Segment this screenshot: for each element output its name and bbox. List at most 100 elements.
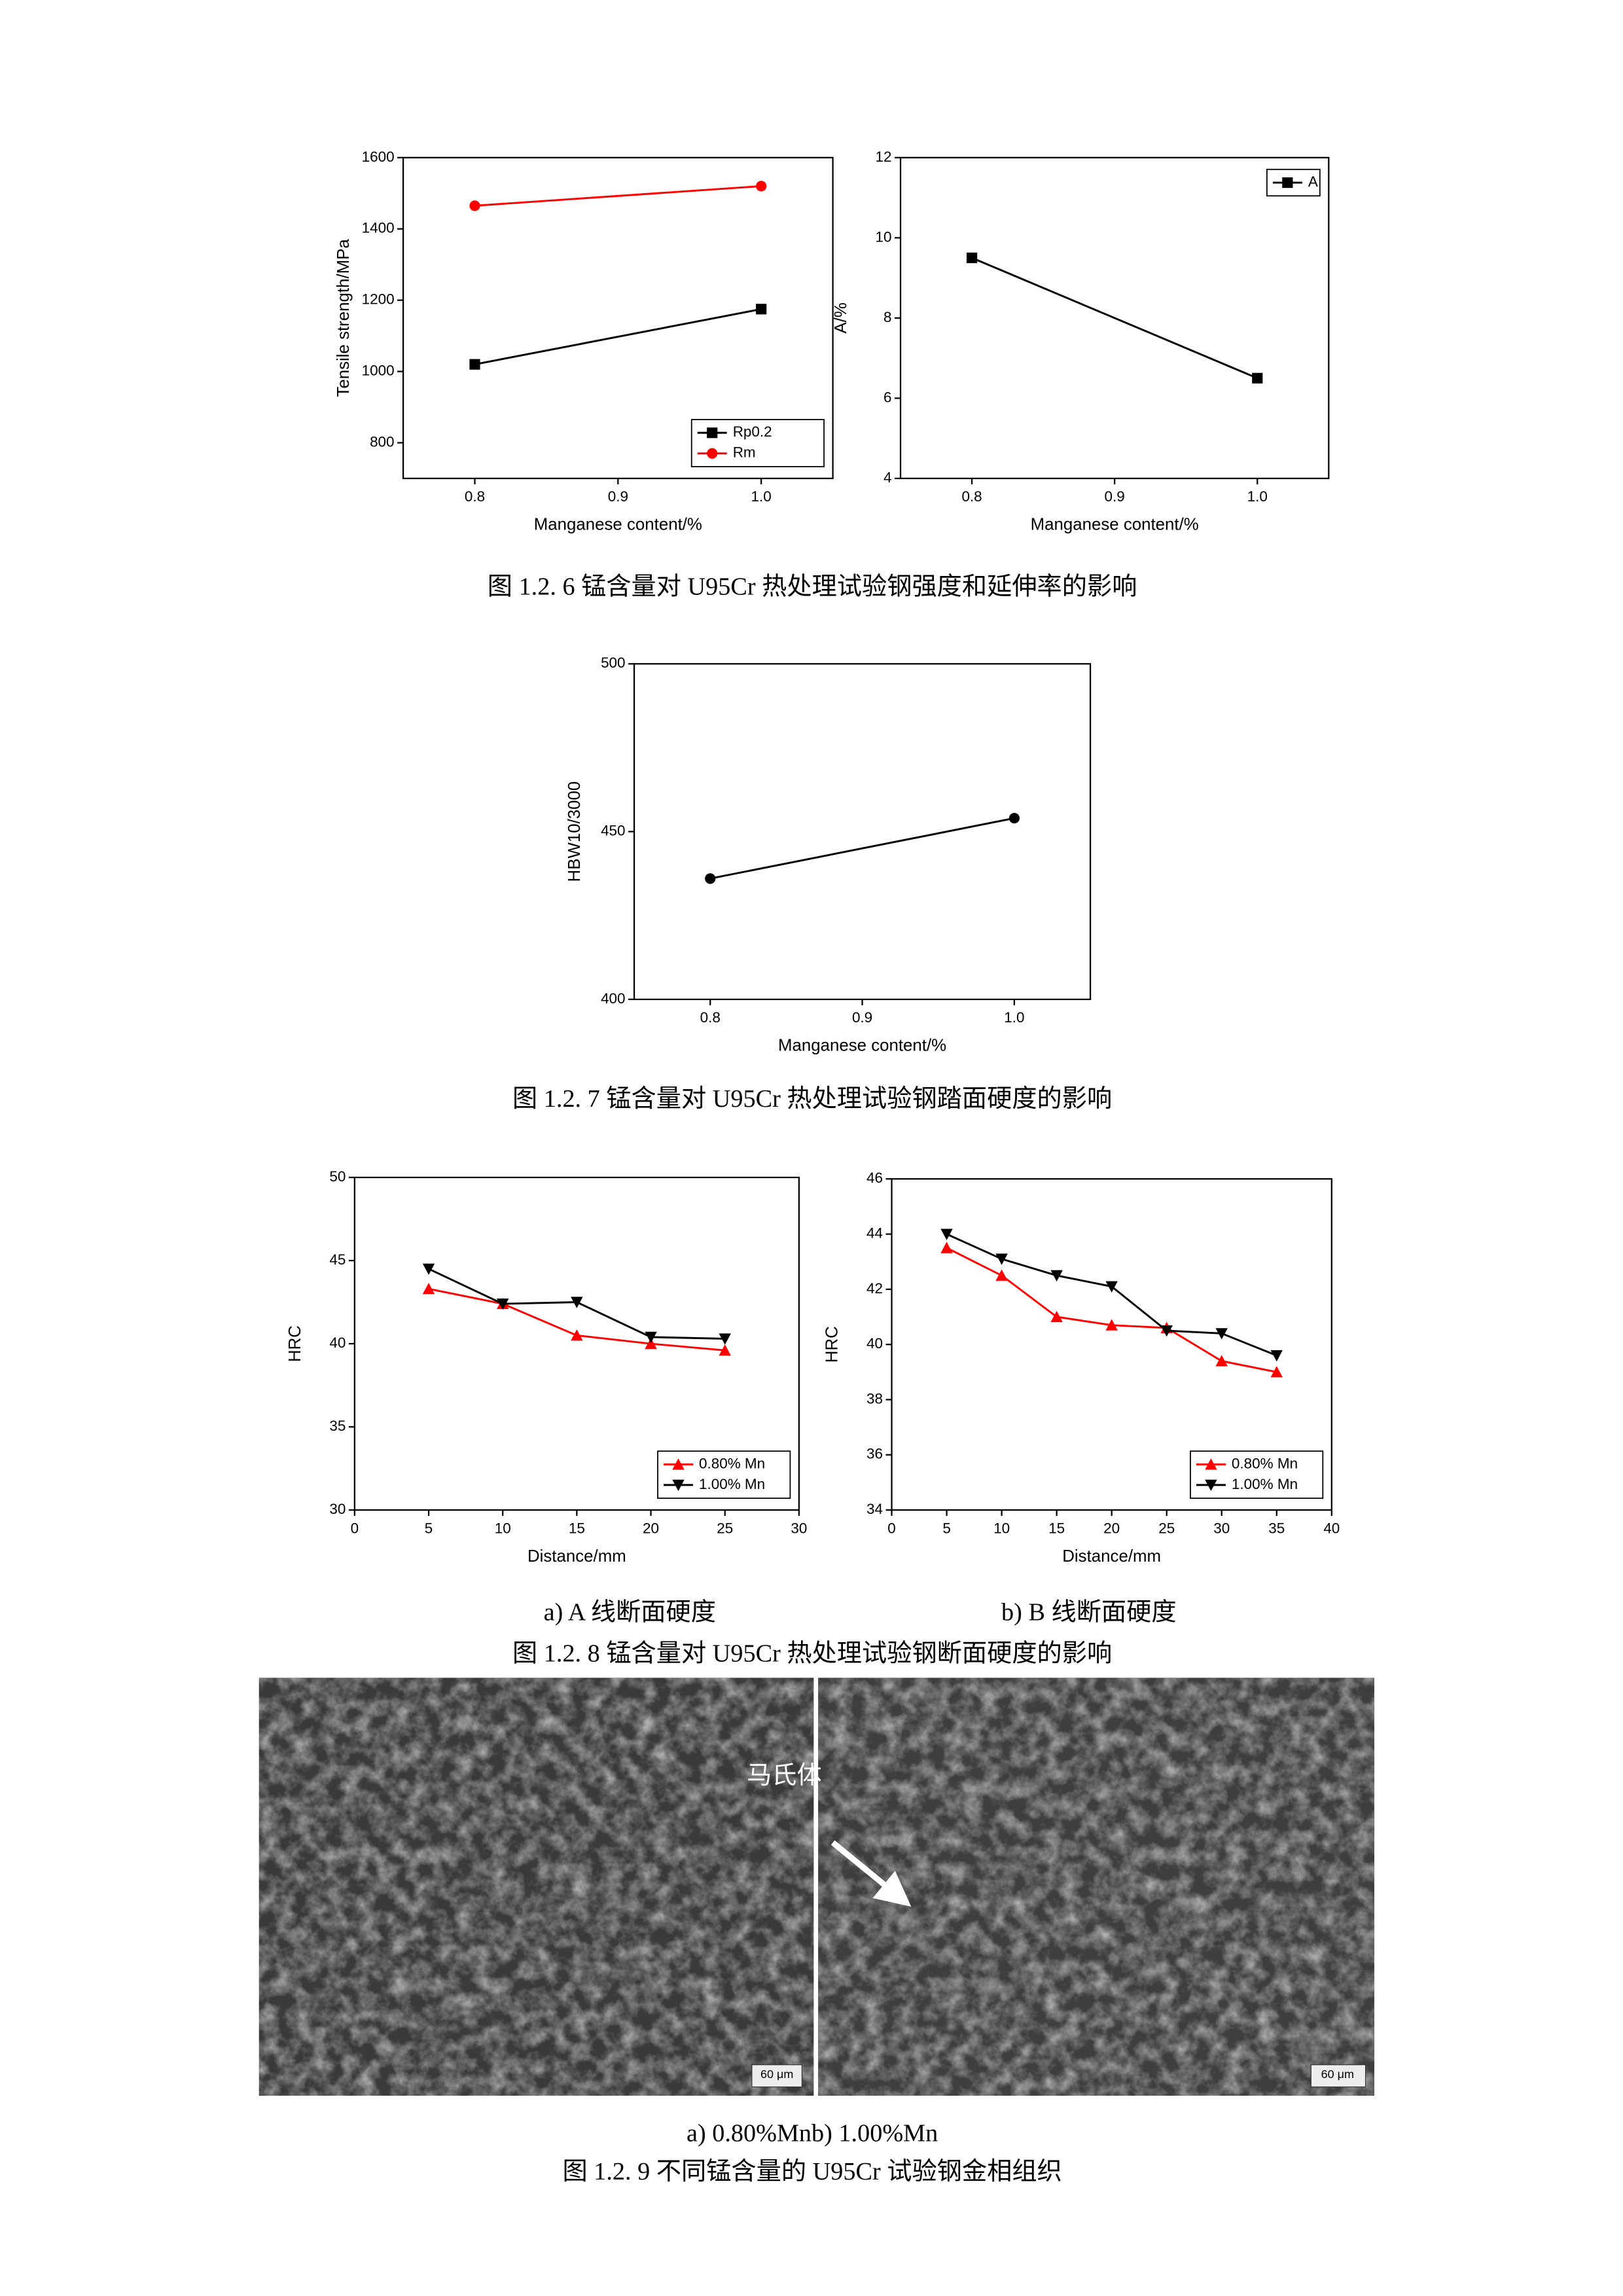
legend-label: Rm: [733, 444, 756, 461]
x-tick-label: 40: [1323, 1520, 1340, 1536]
marker: [1205, 1458, 1217, 1470]
marker: [1008, 812, 1020, 824]
figure-caption: 图 1.2. 8 锰含量对 U95Cr 热处理试验钢断面硬度的影响: [512, 1639, 1112, 1667]
y-tick-label: 10: [876, 228, 892, 245]
x-tick-label: 10: [495, 1520, 511, 1536]
marker: [469, 200, 480, 211]
x-axis-label: Distance/mm: [1062, 1547, 1161, 1566]
y-tick-label: 30: [329, 1501, 346, 1517]
x-axis-label: Manganese content/%: [534, 516, 702, 534]
legend-label: 0.80% Mn: [699, 1455, 765, 1471]
y-tick-label: 6: [883, 389, 892, 405]
y-tick-label: 40: [866, 1335, 883, 1352]
marker: [707, 427, 718, 439]
marker: [1050, 1270, 1063, 1282]
marker: [707, 448, 718, 459]
micrograph: [259, 1677, 1375, 2096]
subcaption: b) B 线断面硬度: [1001, 1598, 1177, 1626]
y-tick-label: 44: [866, 1225, 883, 1241]
x-tick-label: 15: [1048, 1520, 1065, 1536]
figure-caption: 图 1.2. 9 不同锰含量的 U95Cr 试验钢金相组织: [562, 2157, 1061, 2185]
plot-frame: [633, 663, 1092, 1001]
marker: [719, 1344, 731, 1356]
marker: [496, 1298, 509, 1310]
x-tick-label: 30: [791, 1520, 807, 1536]
x-tick-label: 5: [942, 1520, 951, 1536]
y-tick-label: 36: [866, 1446, 883, 1462]
marker: [1160, 1325, 1173, 1337]
figure-caption: 图 1.2. 6 锰含量对 U95Cr 热处理试验钢强度和延伸率的影响: [488, 572, 1137, 600]
legend-label: Rp0.2: [733, 423, 772, 440]
legend-box: [1190, 1450, 1324, 1499]
x-tick-label: 1.0: [751, 488, 772, 505]
y-tick-label: 1400: [362, 220, 395, 236]
y-tick-label: 38: [866, 1390, 883, 1407]
y-tick-label: 40: [329, 1335, 346, 1351]
scale-bar: 60 μm: [1321, 2068, 1354, 2081]
y-tick-label: 450: [601, 823, 626, 839]
marker: [1215, 1355, 1228, 1367]
x-axis-label: Manganese content/%: [1031, 516, 1199, 534]
marker: [756, 304, 767, 315]
x-tick-label: 20: [643, 1520, 659, 1536]
marker: [1270, 1366, 1283, 1378]
marker: [1282, 177, 1293, 188]
y-axis-label: HRC: [286, 1325, 304, 1362]
marker: [966, 252, 978, 264]
y-tick-label: 12: [876, 149, 892, 165]
y-tick-label: 400: [601, 990, 626, 1007]
marker: [1105, 1281, 1118, 1293]
marker: [1205, 1479, 1217, 1492]
y-axis-label: A/%: [832, 302, 850, 333]
data-line: [474, 308, 762, 366]
legend-box: [657, 1450, 791, 1499]
data-line: [946, 1247, 1277, 1373]
x-tick-label: 5: [425, 1520, 433, 1536]
marker: [705, 873, 716, 884]
x-tick-label: 0.9: [1105, 488, 1125, 505]
marker: [571, 1297, 583, 1308]
subcaption: a) A 线断面硬度: [544, 1598, 716, 1626]
y-tick-label: 1600: [362, 149, 395, 165]
subcaption: a) 0.80%Mnb) 1.00%Mn: [687, 2119, 938, 2147]
data-line: [709, 817, 1015, 880]
marker: [1252, 372, 1263, 384]
x-tick-label: 15: [569, 1520, 585, 1536]
y-tick-label: 500: [601, 655, 626, 671]
y-tick-label: 8: [883, 309, 892, 325]
marker: [645, 1331, 657, 1344]
annotation: 马氏体: [747, 1762, 822, 1789]
y-axis-label: HBW10/3000: [565, 781, 584, 882]
scale-bar: 60 μm: [760, 2068, 793, 2081]
marker: [940, 1229, 953, 1240]
y-tick-label: 45: [329, 1251, 346, 1268]
legend-label: 1.00% Mn: [1232, 1476, 1298, 1492]
x-tick-label: 0: [887, 1520, 895, 1536]
legend-label: 1.00% Mn: [699, 1476, 765, 1492]
marker: [995, 1253, 1008, 1265]
y-tick-label: 4: [883, 469, 892, 486]
marker: [995, 1269, 1008, 1281]
figure-caption: 图 1.2. 7 锰含量对 U95Cr 热处理试验钢踏面硬度的影响: [512, 1085, 1112, 1113]
x-tick-label: 1.0: [1004, 1009, 1024, 1026]
y-tick-label: 35: [329, 1418, 346, 1434]
marker: [756, 181, 767, 192]
data-line: [946, 1233, 1277, 1357]
data-line: [474, 185, 762, 207]
x-tick-label: 0: [351, 1520, 359, 1536]
legend-box: [690, 419, 825, 467]
marker: [672, 1458, 685, 1470]
marker: [571, 1329, 583, 1341]
y-tick-label: 42: [866, 1280, 883, 1297]
marker: [940, 1242, 953, 1253]
x-axis-label: Manganese content/%: [778, 1037, 946, 1055]
x-tick-label: 30: [1213, 1520, 1230, 1536]
marker: [422, 1263, 435, 1275]
y-tick-label: 46: [866, 1170, 883, 1186]
y-tick-label: 1200: [362, 291, 395, 308]
marker: [645, 1337, 657, 1350]
x-tick-label: 0.8: [465, 488, 485, 505]
y-axis-label: HRC: [823, 1326, 841, 1363]
x-tick-label: 25: [1158, 1520, 1175, 1536]
